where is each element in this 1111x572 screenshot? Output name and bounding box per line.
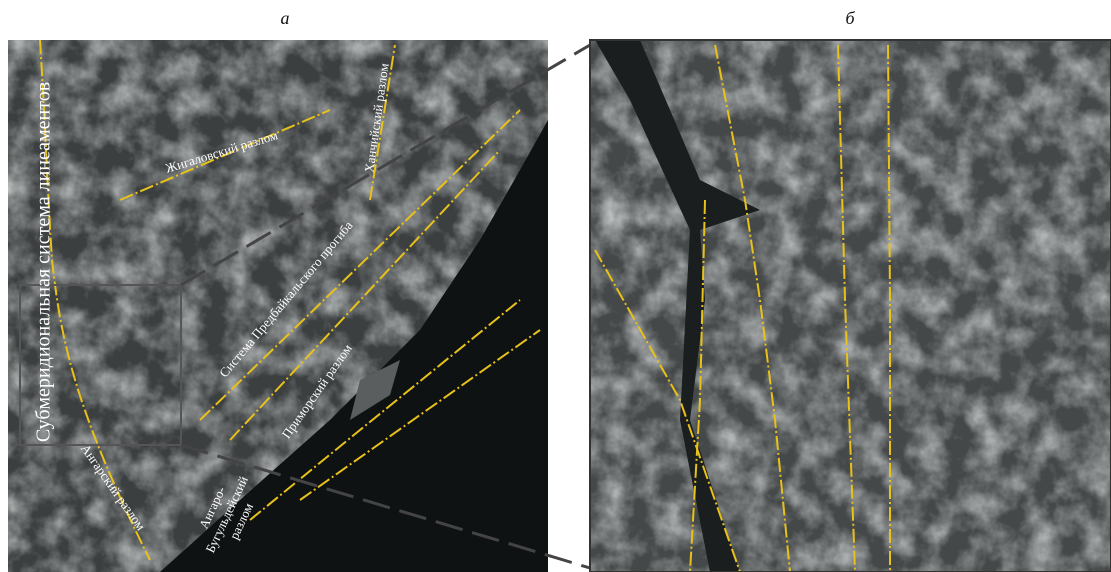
right-image bbox=[590, 40, 1111, 572]
left-image: Субмеридиональная система линеаментов Жи… bbox=[8, 40, 548, 572]
annotation: Субмеридиональная система линеаментов bbox=[33, 82, 55, 442]
figure: а б Субмеридиональная система линеаменто… bbox=[0, 0, 1111, 572]
panel-label: а bbox=[281, 8, 290, 28]
panel-label: б bbox=[845, 8, 855, 28]
